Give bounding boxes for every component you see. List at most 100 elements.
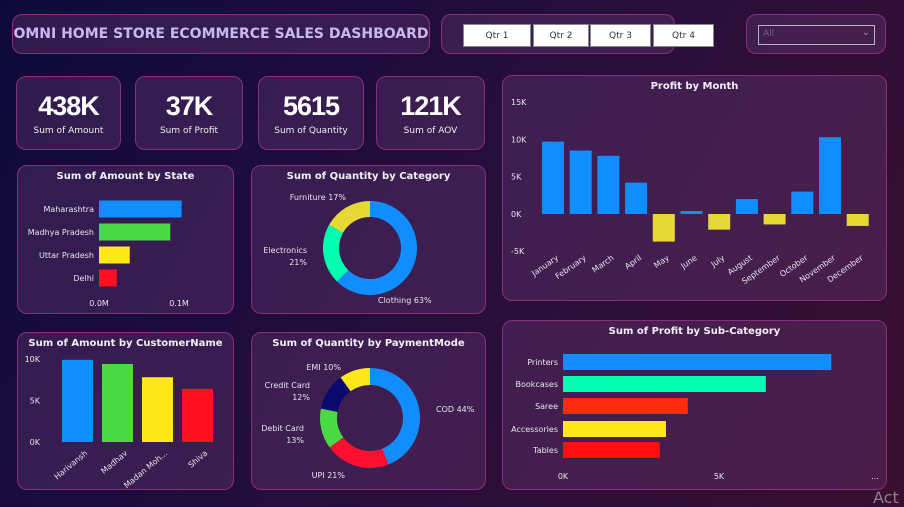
slice-clothing <box>337 201 417 295</box>
chart-title: Profit by Month <box>650 81 739 92</box>
kpi-value: 37K <box>165 91 214 121</box>
bar-printers <box>563 354 832 370</box>
bar-uttar-pradesh <box>99 246 130 264</box>
qtr-1-button[interactable]: Qtr 1 <box>463 24 531 47</box>
quantity-by-category-svg: Clothing 63% Electronics 21% Furniture 17% <box>263 193 432 305</box>
bar-madhya-pradesh <box>99 223 171 241</box>
category-label: Maharashtra <box>43 205 94 214</box>
x-tick-label: Madhav <box>99 448 129 475</box>
bar-customer <box>142 377 173 442</box>
quantity-by-category-chart: Sum of Quantity by Category Clothing 63% E… <box>251 165 486 314</box>
bar-bookcases <box>563 376 766 392</box>
bar-february <box>569 150 592 214</box>
category-label: Delhi <box>73 274 94 283</box>
kpi-card-aov: 121K Sum of AOV <box>376 76 485 150</box>
category-label: Saree <box>535 402 558 411</box>
kpi-card-profit: 37K Sum of Profit <box>135 76 243 150</box>
slice-furniture <box>329 201 370 233</box>
slice-label: Credit Card 12% <box>265 381 311 402</box>
x-tick-label: 0.0M <box>89 299 109 308</box>
slice-credit-card <box>320 377 351 412</box>
chevron-down-icon: ⌄ <box>861 27 870 38</box>
kpi-label: Sum of Profit <box>159 126 219 136</box>
y-tick-label: 10K <box>25 355 41 364</box>
slice-label: Electronics 21% <box>263 246 307 267</box>
x-tick-label: Harivansh <box>53 449 90 482</box>
bar-tables <box>563 442 660 458</box>
kpi-card-amount: 438K Sum of Amount <box>16 76 121 150</box>
chart-title: Sum of Quantity by Category <box>286 171 451 182</box>
slice-label: EMI 10% <box>306 363 341 372</box>
x-tick-label: July <box>709 253 727 269</box>
slice-electronics <box>323 224 349 282</box>
y-tick-label: 0K <box>30 438 41 447</box>
x-tick-label: March <box>590 253 615 274</box>
slice-debit-card <box>320 408 344 448</box>
slice-cod <box>370 368 420 465</box>
bar-march <box>597 155 620 214</box>
slice-label: COD 44% <box>436 405 475 414</box>
x-tick-label: May <box>652 253 671 270</box>
quantity-by-payment-svg: COD 44% UPI 21% Debit Card 13% Credit Card 12… <box>261 363 475 480</box>
bar-maharashtra <box>99 200 182 218</box>
y-tick-label: -5K <box>511 247 525 256</box>
slice-label: Furniture 17% <box>290 193 347 202</box>
category-label: Printers <box>527 358 558 367</box>
category-label: Madhya Pradesh <box>28 228 94 237</box>
amount-by-state-chart: Sum of Amount by State Maharashtra Madhya … <box>17 165 234 314</box>
chart-title: Sum of Amount by CustomerName <box>28 338 223 349</box>
category-label: Accessories <box>511 425 558 434</box>
slice-label: Debit Card 13% <box>261 424 304 445</box>
y-tick-label: 5K <box>511 173 522 182</box>
qtr-4-button[interactable]: Qtr 4 <box>653 24 714 47</box>
x-tick-label: April <box>623 253 643 271</box>
bar-customer <box>62 359 93 442</box>
kpi-label: Sum of Quantity <box>274 126 348 136</box>
quarter-slicer: Qtr 1 Qtr 2 Qtr 3 Qtr 4 <box>441 14 714 54</box>
chart-title: Sum of Quantity by PaymentMode <box>272 338 465 349</box>
slice-upi <box>329 437 389 468</box>
slice-label: UPI 21% <box>312 471 346 480</box>
dashboard-title: OMNI HOME STORE ECOMMERCE SALES DASHBOAR… <box>12 14 430 54</box>
bar-january <box>542 141 564 214</box>
kpi-value: 5615 <box>282 91 340 121</box>
kpi-value: 121K <box>400 91 462 121</box>
bar-august <box>735 199 758 214</box>
slice-emi <box>340 368 370 392</box>
filter-dropdown-panel: All ⌄ <box>746 14 886 54</box>
dropdown-value: All <box>763 29 775 39</box>
bar-customer <box>182 388 213 442</box>
x-tick-label: June <box>678 253 698 271</box>
filter-dropdown[interactable]: All ⌄ <box>758 25 875 45</box>
chart-title: Sum of Amount by State <box>56 171 195 182</box>
bar-may <box>652 214 675 242</box>
x-tick-label: Madan Moh... <box>122 449 169 491</box>
x-tick-label: February <box>554 253 588 281</box>
chart-title: Sum of Profit by Sub-Category <box>608 326 781 337</box>
category-label: Uttar Pradesh <box>39 251 94 260</box>
kpi-card-quantity: 5615 Sum of Quantity <box>258 76 364 150</box>
slice-label: Clothing 63% <box>378 296 432 305</box>
y-tick-label: 0K <box>511 210 522 219</box>
qtr-2-button[interactable]: Qtr 2 <box>533 24 589 47</box>
amount-by-customer-chart: Sum of Amount by CustomerName 10K 5K 0K Hari… <box>17 332 234 490</box>
bar-april <box>625 182 648 214</box>
bar-june <box>680 211 703 214</box>
bar-saree <box>563 398 688 414</box>
bar-september <box>763 214 786 225</box>
amount-by-state-svg: Maharashtra Madhya Pradesh Uttar Pradesh De… <box>28 200 189 308</box>
qtr-3-button[interactable]: Qtr 3 <box>590 24 651 47</box>
category-label: Tables <box>532 446 558 455</box>
bar-accessories <box>563 421 666 437</box>
x-tick-label: ... <box>871 472 879 481</box>
y-tick-label: 15K <box>511 98 527 107</box>
bar-october <box>791 191 814 214</box>
kpi-value: 438K <box>38 91 100 121</box>
category-label: Bookcases <box>516 380 558 389</box>
bar-delhi <box>99 269 117 287</box>
profit-by-month-chart: Profit by Month 15K 10K 5K 0K -5K January Febru… <box>502 75 887 301</box>
dashboard-title-text: OMNI HOME STORE ECOMMERCE SALES DASHBOAR… <box>13 26 429 42</box>
profit-by-subcategory-svg: Printers Bookcases Saree Accessories Tables 0… <box>511 354 879 481</box>
bar-customer <box>102 363 133 442</box>
